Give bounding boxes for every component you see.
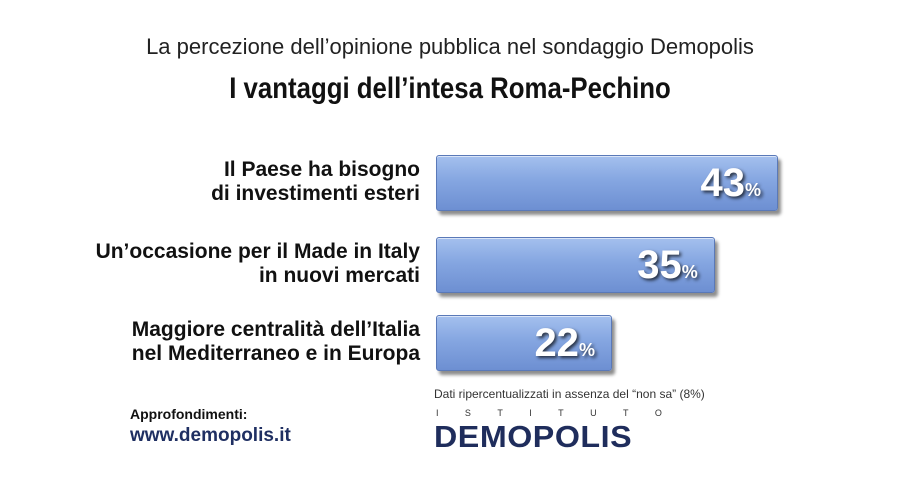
bar-value-number: 35 [637,243,682,287]
bar-value-unit: % [745,180,761,200]
category-label: Maggiore centralità dell’Italia nel Medi… [20,318,420,366]
bar-value-label: 43% [700,161,761,212]
logo-letter: S [465,408,471,418]
logo-letter: T [558,408,564,418]
category-label: Il Paese ha bisogno di investimenti este… [20,158,420,206]
logo-letter: T [623,408,629,418]
logo-letter: O [655,408,662,418]
bar-value-number: 22 [534,321,579,365]
logo-letter: I [529,408,532,418]
logo-letter: T [497,408,503,418]
bar-value-label: 35% [637,243,698,294]
bar: 43% [436,155,778,211]
bar: 35% [436,237,715,293]
bar-value-unit: % [579,340,595,360]
chart-title: I vantaggi dell’intesa Roma-Pechino [63,72,837,106]
data-note: Dati ripercentualizzati in assenza del “… [434,387,705,401]
bar: 22% [436,315,612,371]
bar-value-unit: % [682,262,698,282]
logo-letter: I [436,408,439,418]
bar-value-label: 22% [534,321,595,372]
demopolis-logo: DEMOPOLIS [434,419,632,455]
logo-letter: U [590,408,597,418]
bar-value-number: 43 [700,161,745,205]
website-link[interactable]: www.demopolis.it [130,425,291,447]
further-reading-label: Approfondimenti: [130,406,247,422]
chart-subtitle: La percezione dell’opinione pubblica nel… [0,34,900,60]
category-label: Un’occasione per il Made in Italy in nuo… [20,240,420,288]
